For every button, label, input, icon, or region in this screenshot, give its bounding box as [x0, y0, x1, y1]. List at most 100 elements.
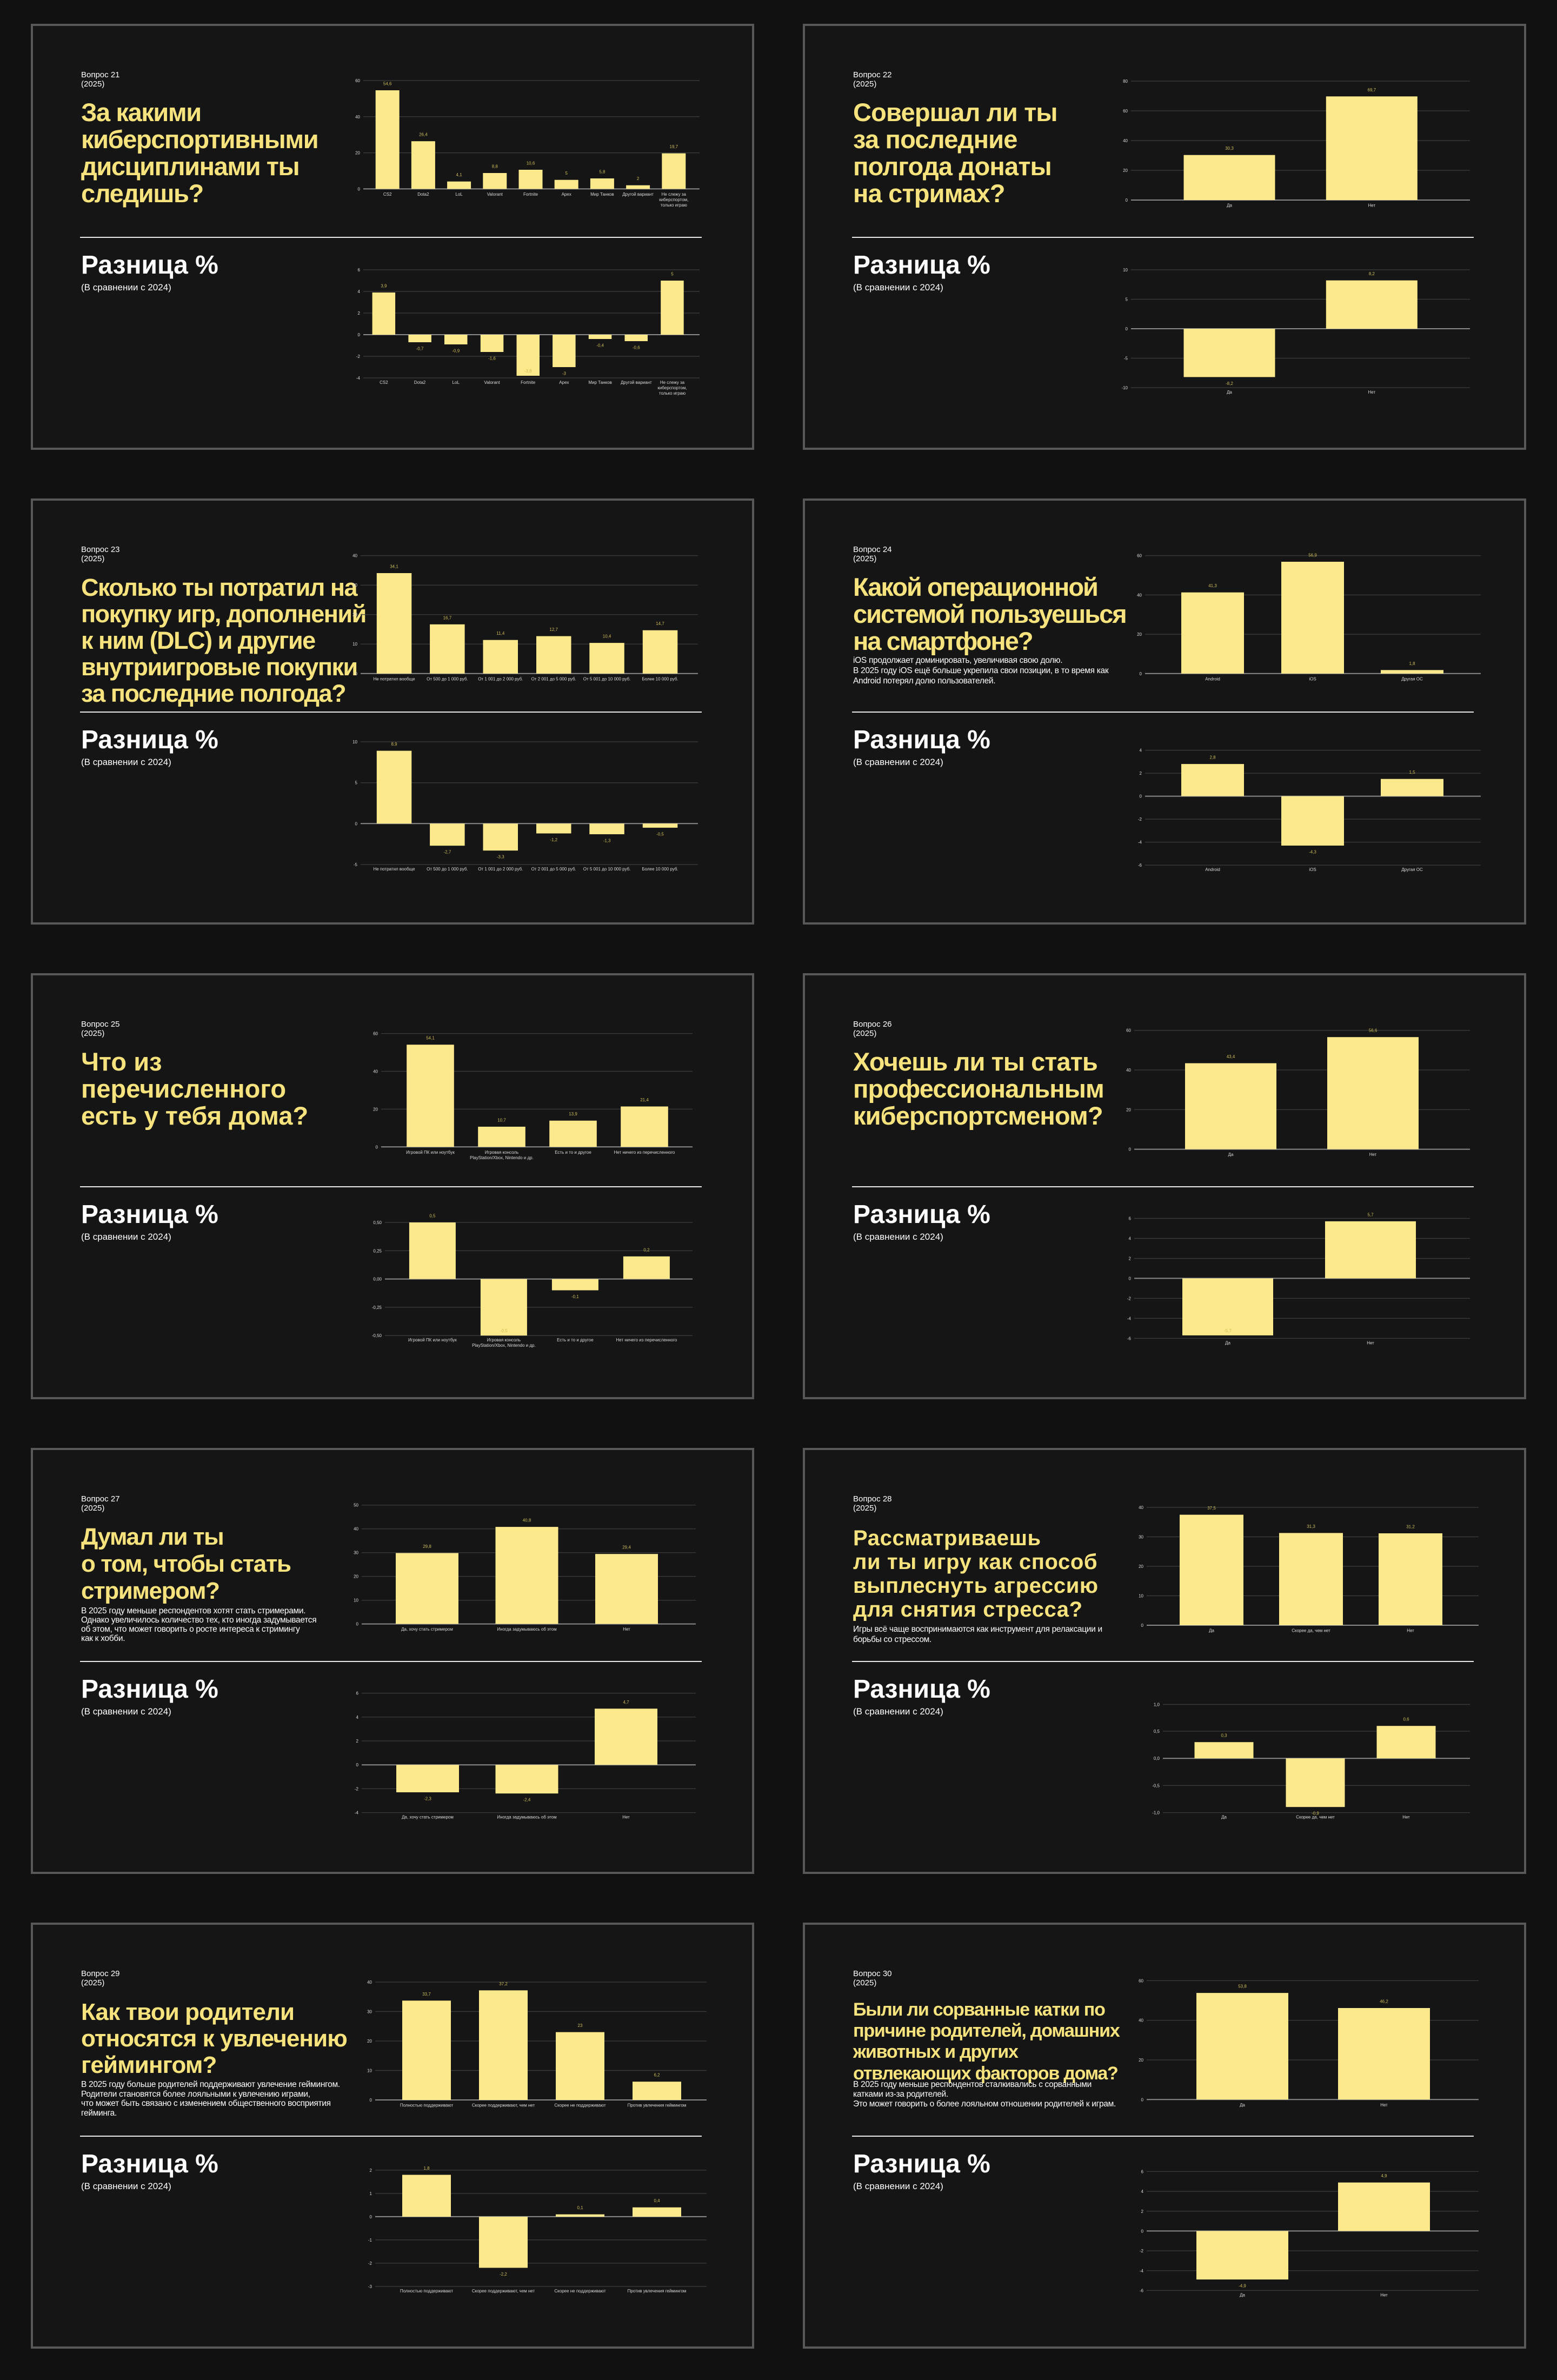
- svg-text:0,3: 0,3: [1221, 1733, 1227, 1738]
- svg-text:0: 0: [1140, 794, 1142, 799]
- svg-text:37,5: 37,5: [1207, 1506, 1216, 1511]
- svg-text:0: 0: [355, 821, 358, 826]
- svg-text:20: 20: [352, 613, 357, 617]
- svg-text:PlayStation/Xbox, Nintendo и д: PlayStation/Xbox, Nintendo и др.: [470, 1155, 534, 1160]
- svg-text:Скорее не поддерживают: Скорее не поддерживают: [554, 2103, 606, 2108]
- svg-text:8,9: 8,9: [391, 742, 397, 747]
- svg-text:0: 0: [1129, 1276, 1132, 1281]
- svg-text:-1,6: -1,6: [488, 356, 496, 361]
- svg-text:40: 40: [354, 1527, 358, 1532]
- svg-text:0: 0: [1129, 1147, 1132, 1152]
- svg-text:8,2: 8,2: [1369, 271, 1375, 276]
- svg-text:12,7: 12,7: [549, 627, 558, 632]
- svg-text:-3,3: -3,3: [497, 855, 504, 860]
- svg-text:60: 60: [355, 78, 360, 83]
- svg-text:-4: -4: [1127, 1316, 1132, 1321]
- svg-text:Мир Танков: Мир Танков: [590, 192, 614, 197]
- svg-text:30: 30: [1139, 1535, 1143, 1540]
- svg-text:4: 4: [358, 289, 361, 294]
- svg-text:LoL: LoL: [453, 380, 460, 385]
- svg-text:Иногда задумываюсь об этом: Иногда задумываюсь об этом: [497, 1627, 556, 1632]
- svg-text:От 500 до 1 000 руб.: От 500 до 1 000 руб.: [427, 867, 468, 872]
- svg-text:10: 10: [1139, 1594, 1143, 1599]
- svg-text:LoL: LoL: [455, 192, 463, 197]
- svg-text:60: 60: [1139, 1978, 1143, 1983]
- svg-text:Против увлечения геймингом: Против увлечения геймингом: [628, 2103, 687, 2108]
- svg-text:10,6: 10,6: [527, 161, 535, 166]
- svg-text:2: 2: [1129, 1257, 1132, 1261]
- svg-text:6: 6: [358, 268, 361, 272]
- svg-text:Скорее да, чем нет: Скорее да, чем нет: [1296, 1815, 1335, 1820]
- svg-text:23: 23: [578, 2023, 583, 2028]
- svg-text:Нет: Нет: [1380, 2103, 1388, 2108]
- svg-text:-2,7: -2,7: [444, 850, 451, 855]
- svg-text:Есть и то и другое: Есть и то и другое: [555, 1150, 591, 1155]
- svg-text:31,2: 31,2: [1406, 1525, 1415, 1530]
- svg-text:Нет: Нет: [1368, 390, 1375, 395]
- svg-text:Не потратил вообще: Не потратил вообще: [373, 867, 415, 872]
- svg-text:0: 0: [358, 187, 361, 191]
- svg-text:5,8: 5,8: [599, 170, 606, 175]
- svg-text:1,8: 1,8: [423, 2166, 430, 2171]
- svg-text:4,7: 4,7: [623, 1700, 629, 1705]
- svg-text:26,4: 26,4: [419, 132, 428, 137]
- svg-text:5: 5: [355, 781, 358, 786]
- svg-text:0: 0: [370, 2098, 372, 2103]
- svg-text:Другой вариант: Другой вариант: [622, 192, 654, 197]
- svg-text:-2,4: -2,4: [523, 1798, 531, 1803]
- svg-text:Скорее не поддерживают: Скорее не поддерживают: [554, 2289, 606, 2293]
- svg-text:Игровая консоль: Игровая консоль: [487, 1338, 521, 1342]
- svg-text:Нет: Нет: [1407, 1628, 1414, 1633]
- svg-text:-6: -6: [1138, 863, 1142, 868]
- svg-text:-3: -3: [368, 2284, 372, 2289]
- svg-text:40: 40: [373, 1069, 378, 1074]
- svg-text:19,7: 19,7: [670, 144, 678, 149]
- svg-text:Против увлечения геймингом: Против увлечения геймингом: [628, 2289, 687, 2293]
- svg-text:Да: Да: [1227, 390, 1232, 395]
- svg-text:60: 60: [1137, 554, 1142, 559]
- svg-text:56,6: 56,6: [1369, 1028, 1378, 1033]
- svg-text:0,00: 0,00: [373, 1277, 382, 1282]
- svg-text:только играю: только играю: [661, 203, 687, 208]
- svg-text:40: 40: [352, 554, 357, 559]
- svg-text:16,7: 16,7: [443, 615, 452, 620]
- svg-text:20: 20: [367, 2039, 372, 2044]
- svg-text:5,7: 5,7: [1367, 1212, 1374, 1217]
- svg-text:-6: -6: [1127, 1336, 1132, 1341]
- svg-text:Более 10 000 руб.: Более 10 000 руб.: [642, 867, 678, 872]
- svg-text:21,4: 21,4: [640, 1098, 649, 1102]
- svg-text:0: 0: [1126, 198, 1128, 203]
- svg-text:Другая ОС: Другая ОС: [1401, 867, 1423, 872]
- svg-text:54,6: 54,6: [383, 82, 392, 87]
- svg-text:2: 2: [637, 176, 640, 181]
- svg-text:iOS: iOS: [1309, 676, 1316, 681]
- svg-text:20: 20: [1123, 168, 1128, 173]
- svg-text:0,4: 0,4: [654, 2198, 660, 2203]
- svg-text:60: 60: [1123, 109, 1128, 114]
- svg-text:60: 60: [1126, 1028, 1131, 1033]
- svg-text:От 5 001 до 10 000 руб.: От 5 001 до 10 000 руб.: [583, 867, 631, 872]
- svg-text:40: 40: [1126, 1068, 1131, 1073]
- svg-text:Не потратил вообще: Не потратил вообще: [373, 676, 415, 681]
- svg-text:Нет ничего из перечисленного: Нет ничего из перечисленного: [616, 1338, 677, 1342]
- svg-text:PlayStation/Xbox, Nintendo и д: PlayStation/Xbox, Nintendo и др.: [472, 1343, 536, 1348]
- svg-text:54,1: 54,1: [426, 1036, 435, 1041]
- svg-text:Да, хочу стать стримером: Да, хочу стать стримером: [401, 1627, 453, 1632]
- svg-text:30: 30: [352, 583, 357, 588]
- svg-text:0: 0: [1140, 672, 1142, 676]
- svg-text:1,5: 1,5: [1409, 770, 1415, 775]
- svg-text:Нет: Нет: [1368, 203, 1375, 208]
- svg-text:Мир Танков: Мир Танков: [588, 380, 612, 385]
- svg-text:-2,3: -2,3: [424, 1797, 431, 1801]
- svg-text:-0,7: -0,7: [416, 347, 424, 351]
- svg-text:Игровая консоль: Игровая консоль: [485, 1150, 518, 1155]
- svg-text:Игровой ПК или ноутбук: Игровой ПК или ноутбук: [406, 1150, 455, 1155]
- svg-text:-2: -2: [368, 2261, 372, 2266]
- svg-text:От 5 001 до 10 000 руб.: От 5 001 до 10 000 руб.: [583, 676, 631, 681]
- svg-text:-1,2: -1,2: [550, 837, 557, 842]
- svg-text:5: 5: [671, 272, 674, 277]
- svg-text:Fortnite: Fortnite: [523, 192, 538, 197]
- svg-text:2: 2: [358, 311, 361, 316]
- svg-text:Полностью поддерживают: Полностью поддерживают: [400, 2103, 454, 2108]
- svg-text:киберспортом,: киберспортом,: [657, 385, 687, 390]
